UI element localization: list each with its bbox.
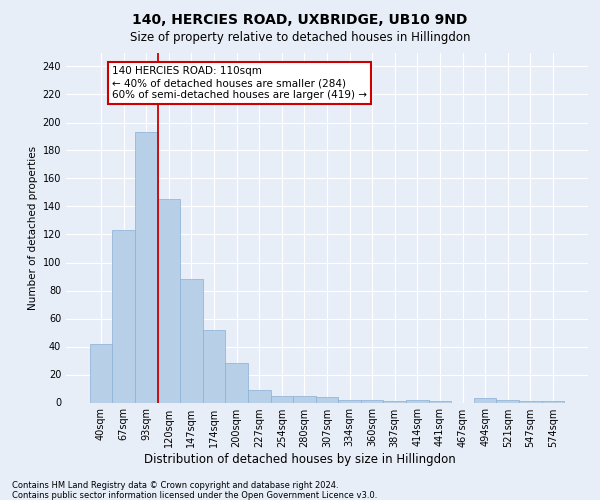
Bar <box>474 398 496 402</box>
Y-axis label: Number of detached properties: Number of detached properties <box>28 146 38 310</box>
Bar <box>271 396 293 402</box>
Bar <box>135 132 158 402</box>
Bar <box>428 401 451 402</box>
Bar <box>383 401 406 402</box>
Text: 140 HERCIES ROAD: 110sqm
← 40% of detached houses are smaller (284)
60% of semi-: 140 HERCIES ROAD: 110sqm ← 40% of detach… <box>112 66 367 100</box>
Bar <box>203 330 226 402</box>
Bar <box>406 400 428 402</box>
Text: Contains public sector information licensed under the Open Government Licence v3: Contains public sector information licen… <box>12 491 377 500</box>
Bar <box>226 364 248 403</box>
Bar <box>180 280 203 402</box>
Text: Size of property relative to detached houses in Hillingdon: Size of property relative to detached ho… <box>130 31 470 44</box>
Bar <box>338 400 361 402</box>
Bar <box>316 397 338 402</box>
Bar <box>90 344 112 402</box>
Bar <box>519 401 542 402</box>
Bar <box>112 230 135 402</box>
Bar <box>496 400 519 402</box>
Text: Distribution of detached houses by size in Hillingdon: Distribution of detached houses by size … <box>144 452 456 466</box>
Bar <box>293 396 316 402</box>
Bar <box>361 400 383 402</box>
Bar <box>248 390 271 402</box>
Text: Contains HM Land Registry data © Crown copyright and database right 2024.: Contains HM Land Registry data © Crown c… <box>12 481 338 490</box>
Text: 140, HERCIES ROAD, UXBRIDGE, UB10 9ND: 140, HERCIES ROAD, UXBRIDGE, UB10 9ND <box>133 12 467 26</box>
Bar <box>158 200 180 402</box>
Bar <box>542 401 564 402</box>
